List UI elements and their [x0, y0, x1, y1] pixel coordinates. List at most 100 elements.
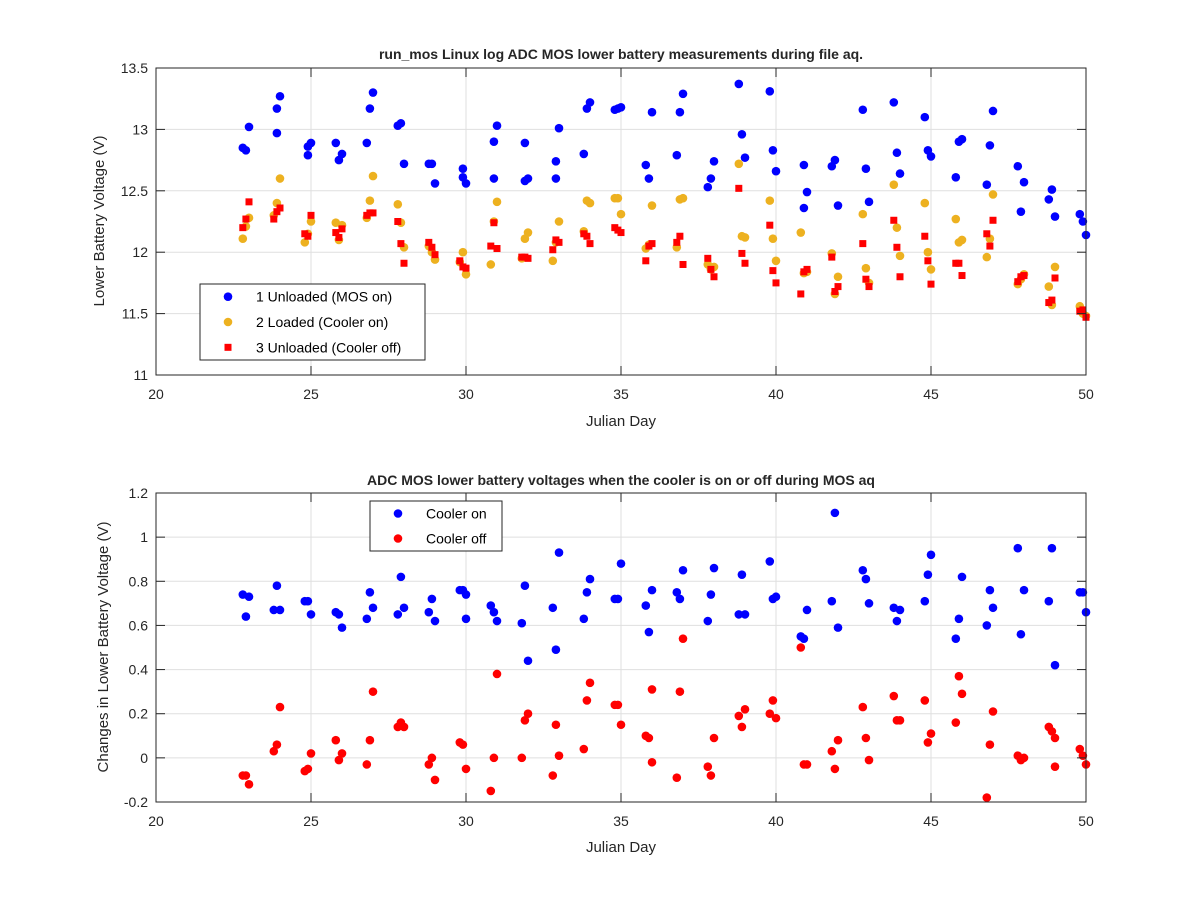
data-point [275, 702, 285, 712]
data-point [827, 746, 837, 756]
data-point [549, 246, 557, 254]
data-point [951, 634, 961, 643]
data-point [740, 705, 750, 714]
data-point [554, 123, 564, 133]
data-point [616, 102, 626, 112]
data-point [833, 735, 843, 745]
data-point [369, 209, 377, 217]
data-point [1075, 209, 1085, 219]
data-point [1050, 762, 1060, 771]
data-point [896, 273, 904, 281]
data-point [1050, 262, 1060, 272]
data-point [431, 251, 439, 259]
data-point [641, 160, 651, 170]
data-point [397, 240, 405, 248]
data-point [306, 749, 316, 758]
data-point [548, 256, 558, 266]
data-point [737, 570, 747, 579]
data-point [675, 107, 685, 117]
data-point [644, 627, 654, 637]
data-point [676, 232, 684, 240]
data-point [617, 229, 625, 237]
data-point [647, 107, 657, 117]
data-point [1019, 585, 1029, 595]
data-point [920, 112, 930, 122]
y-tick-label: 1.2 [129, 485, 149, 501]
data-point [709, 563, 719, 573]
data-point [554, 217, 564, 226]
data-point [520, 716, 530, 725]
data-point [304, 232, 312, 240]
data-point [456, 257, 464, 265]
data-point [334, 610, 344, 619]
data-point [400, 259, 408, 267]
data-point [799, 634, 809, 643]
data-point [985, 740, 995, 749]
y-tick-label: 1 [140, 529, 148, 545]
data-point [1079, 306, 1087, 314]
data-point [399, 159, 409, 169]
data-point [988, 707, 998, 716]
data-point [551, 174, 561, 183]
data-point [768, 145, 778, 155]
data-point [462, 264, 470, 272]
data-point [644, 174, 654, 183]
data-point [644, 733, 654, 743]
y-tick-label: 11.5 [122, 306, 148, 322]
data-point [399, 603, 409, 613]
data-point [1078, 217, 1088, 226]
data-point [1047, 727, 1057, 736]
data-point [461, 590, 471, 599]
x-tick-label: 50 [1078, 813, 1094, 829]
data-point [675, 687, 685, 696]
data-point [338, 225, 346, 233]
data-point [673, 238, 681, 246]
x-axis-label: Julian Day [586, 839, 657, 856]
data-point [678, 634, 688, 643]
data-point [802, 605, 812, 615]
x-tick-label: 35 [613, 813, 629, 829]
data-point [523, 174, 533, 183]
data-point [393, 200, 403, 209]
data-point [889, 691, 899, 701]
legend-label: 2 Loaded (Cooler on) [256, 314, 388, 330]
data-point [242, 215, 250, 223]
x-tick-label: 25 [303, 813, 319, 829]
data-point [1050, 212, 1060, 221]
legend-box [199, 283, 426, 361]
data-point [613, 700, 623, 710]
data-point [986, 242, 994, 250]
data-point [988, 106, 998, 116]
data-point [332, 229, 340, 237]
data-point [362, 614, 372, 624]
data-point [585, 98, 595, 107]
data-point [487, 242, 495, 250]
data-point [272, 104, 282, 113]
data-points [238, 79, 1091, 321]
data-point [1047, 185, 1057, 194]
data-point [517, 618, 527, 628]
data-point [864, 755, 874, 765]
data-point [1044, 596, 1054, 606]
data-point [710, 273, 718, 281]
x-tick-label: 20 [148, 386, 164, 402]
data-point [642, 257, 650, 265]
data-point [830, 508, 840, 518]
data-point [769, 267, 777, 275]
data-point [583, 232, 591, 240]
data-point [765, 709, 775, 719]
data-point [892, 616, 902, 626]
data-point [861, 733, 871, 743]
data-point [1013, 161, 1023, 171]
data-point [489, 607, 499, 617]
data-point [802, 760, 812, 769]
data-point [523, 709, 533, 719]
data-point [458, 740, 468, 749]
data-point [893, 243, 901, 251]
data-point [803, 265, 811, 273]
data-point [951, 172, 961, 182]
data-points [238, 508, 1091, 802]
data-point [492, 197, 502, 207]
data-point [394, 218, 402, 225]
data-point [1078, 588, 1088, 597]
